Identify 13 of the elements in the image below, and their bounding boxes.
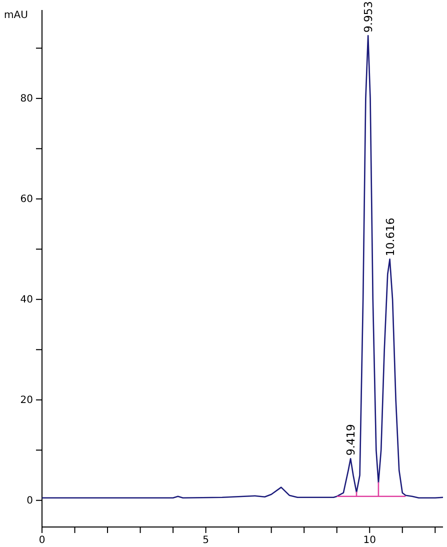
x-tick-label: 5 xyxy=(202,535,209,546)
line-series xyxy=(41,34,444,499)
x-tick-label: 10 xyxy=(363,535,376,546)
x-tick-label: 0 xyxy=(38,535,46,546)
y-tick-label: 40 xyxy=(20,294,33,306)
y-tick-label: 0 xyxy=(26,496,33,507)
annotation: 9.419 xyxy=(344,424,358,456)
y-tick-label: 60 xyxy=(20,194,33,206)
y-tick-label: 20 xyxy=(20,395,33,406)
annotation: 9.953 xyxy=(362,1,376,33)
y-tick-label: 80 xyxy=(20,94,33,105)
annotation: 10.616 xyxy=(384,218,397,256)
y-axis-title: mAU xyxy=(4,10,28,21)
